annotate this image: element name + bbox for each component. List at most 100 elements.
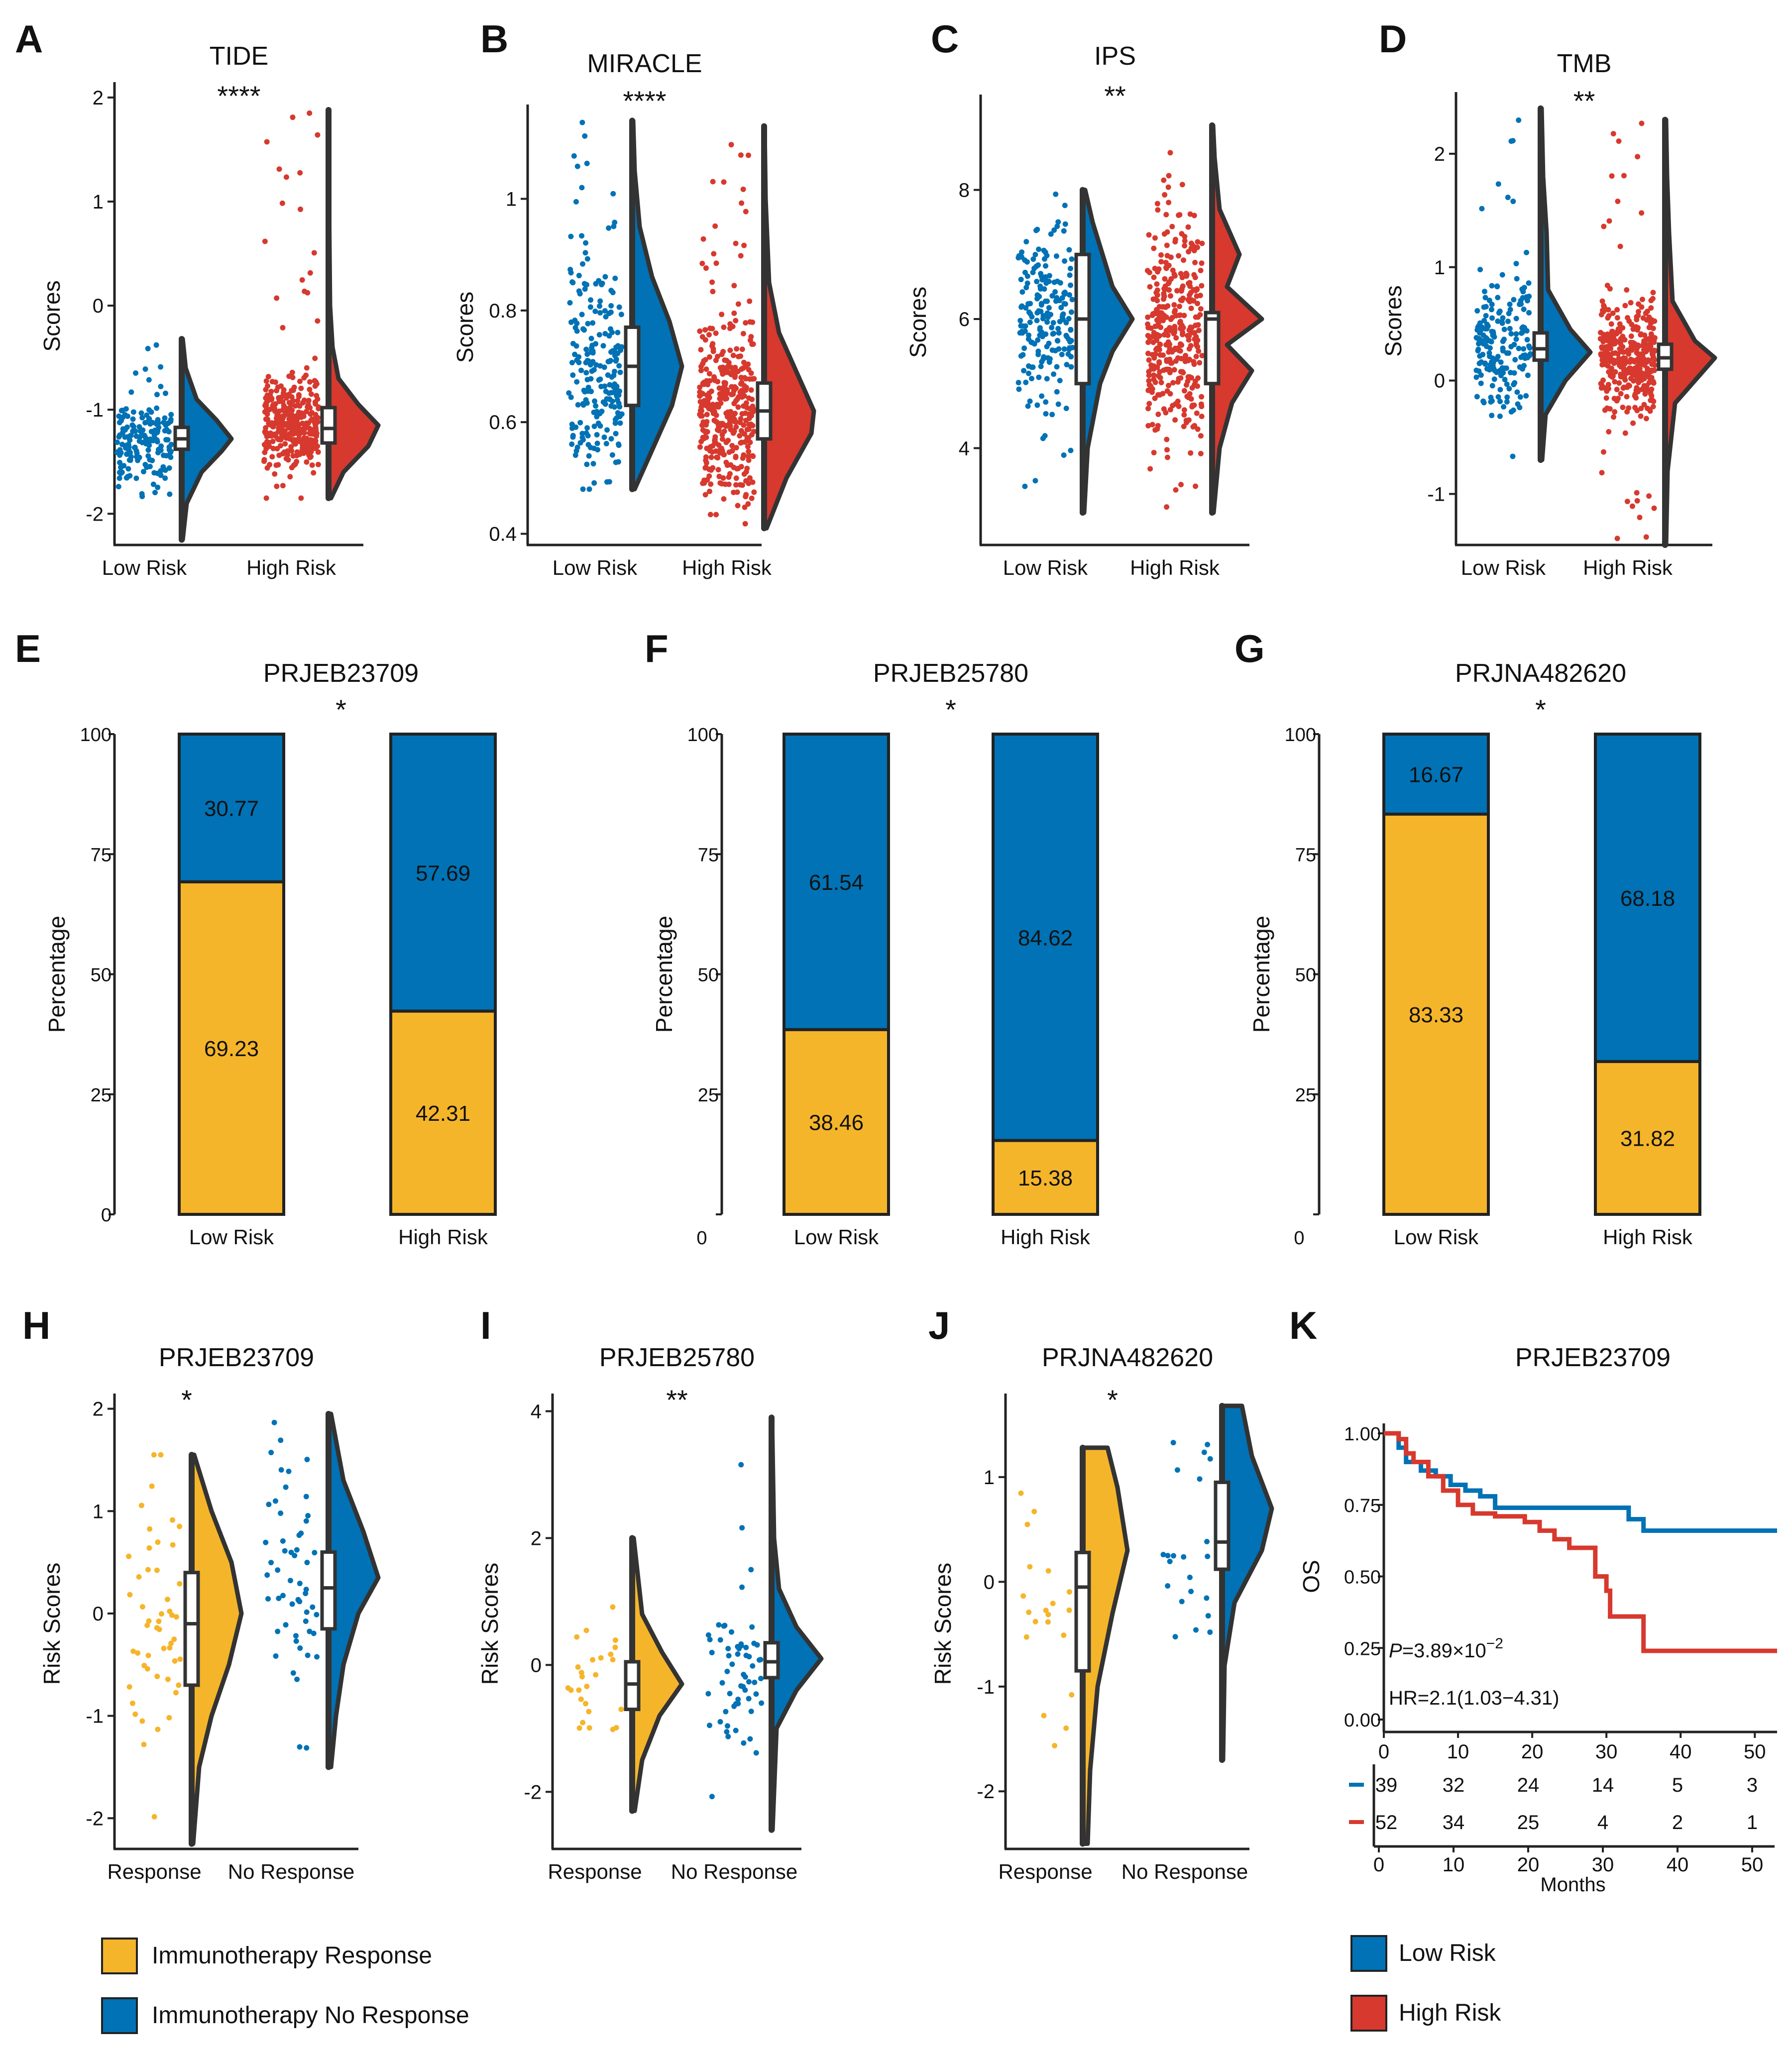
panel-c-point bbox=[1163, 259, 1169, 265]
panel-a-ytick-label: 2 bbox=[93, 87, 104, 109]
panel-h-point bbox=[127, 1592, 133, 1598]
panel-i-point bbox=[578, 1670, 584, 1676]
panel-a-point bbox=[288, 444, 294, 450]
panel-h-box bbox=[320, 1550, 337, 1631]
panel-b-point bbox=[572, 324, 578, 330]
panel-b-point bbox=[714, 454, 720, 460]
panel-d-point bbox=[1489, 302, 1495, 308]
panel-a-point bbox=[289, 448, 295, 454]
panel-d-violin bbox=[1538, 106, 1593, 462]
panel-i-point bbox=[725, 1646, 731, 1652]
panel-i-point bbox=[582, 1701, 588, 1707]
panel-g-xtick-label: Low Risk bbox=[1394, 1225, 1479, 1249]
panel-b-point bbox=[742, 521, 748, 527]
panel-k-risk-count: 5 bbox=[1672, 1774, 1683, 1796]
panel-d-point bbox=[1474, 308, 1480, 314]
panel-d-point bbox=[1512, 380, 1518, 386]
panel-c-point bbox=[1194, 383, 1200, 389]
panel-a-point bbox=[275, 384, 281, 390]
panel-a-point bbox=[158, 443, 164, 449]
panel-b-point bbox=[588, 335, 594, 341]
panel-a-point bbox=[278, 443, 284, 449]
legend-swatch bbox=[1350, 1995, 1387, 2032]
panel-a-point bbox=[263, 441, 269, 447]
panel-c-point bbox=[1030, 269, 1036, 275]
panel-h-point bbox=[294, 1676, 300, 1682]
panel-h-ytick-label: 0 bbox=[93, 1603, 104, 1625]
panel-c-point bbox=[1183, 382, 1189, 388]
panel-b-point bbox=[733, 318, 739, 324]
panel-f-ytick-label: 25 bbox=[698, 1085, 719, 1106]
panel-c-point bbox=[1179, 275, 1185, 281]
panel-d-point bbox=[1622, 430, 1628, 436]
panel-b-point bbox=[574, 444, 580, 450]
panel-b-point bbox=[725, 409, 731, 415]
panel-c-point bbox=[1165, 184, 1171, 190]
panel-c-point bbox=[1039, 333, 1045, 339]
panel-b-point bbox=[748, 334, 754, 340]
panel-d-point bbox=[1614, 307, 1620, 313]
panel-k-risk-count: 1 bbox=[1747, 1812, 1758, 1833]
panel-b-point bbox=[610, 191, 616, 197]
panel-d-point bbox=[1489, 315, 1495, 321]
panel-c-point bbox=[1044, 319, 1050, 325]
panel-b-point bbox=[739, 411, 745, 417]
panel-c-point bbox=[1036, 246, 1042, 252]
panel-i-point bbox=[735, 1651, 741, 1657]
panel-d-ytick-label: 0 bbox=[1434, 370, 1445, 392]
panel-b-point bbox=[603, 440, 609, 446]
panel-i-point bbox=[759, 1700, 765, 1706]
panel-c-point bbox=[1049, 324, 1055, 330]
panel-i-point bbox=[590, 1657, 596, 1663]
panel-b-point bbox=[733, 453, 739, 459]
panel-b-point bbox=[587, 304, 593, 310]
panel-b-point bbox=[711, 251, 717, 257]
panel-i-ytick-label: -2 bbox=[524, 1781, 542, 1803]
panel-c-point bbox=[1029, 376, 1035, 382]
panel-c-point bbox=[1156, 359, 1162, 365]
panel-c-point bbox=[1163, 212, 1169, 217]
panel-i-ytick-label: 4 bbox=[531, 1401, 542, 1422]
panel-c-point bbox=[1171, 367, 1177, 373]
panel-b-point bbox=[602, 383, 608, 389]
panel-d-point bbox=[1483, 335, 1489, 341]
panel-b-point bbox=[737, 420, 743, 426]
panel-b-point bbox=[721, 496, 727, 502]
panel-a-point bbox=[127, 437, 133, 443]
panel-a-point bbox=[122, 412, 128, 418]
panel-c-ylabel: Scores bbox=[905, 287, 931, 358]
panel-c-point bbox=[1184, 394, 1190, 400]
panel-a-point bbox=[267, 462, 273, 468]
panel-a-group-0 bbox=[114, 336, 234, 543]
panel-h-point bbox=[158, 1452, 164, 1458]
panel-d-point bbox=[1624, 409, 1630, 415]
panel-b-point bbox=[615, 441, 621, 447]
panel-a-ylabel: Scores bbox=[39, 280, 65, 351]
panel-i-point bbox=[751, 1640, 757, 1646]
panel-d-point bbox=[1510, 138, 1516, 144]
panel-a-point bbox=[273, 433, 279, 439]
panel-b-point bbox=[747, 298, 753, 304]
panel-i-point bbox=[575, 1664, 581, 1670]
panel-a-point bbox=[155, 420, 161, 426]
panel-b-point bbox=[735, 396, 741, 402]
panel-d-point bbox=[1641, 402, 1647, 408]
panel-c-point bbox=[1194, 286, 1200, 292]
panel-b-point bbox=[575, 402, 581, 408]
panel-a-point bbox=[311, 250, 317, 256]
panel-b-point bbox=[749, 341, 755, 347]
panel-j-significance: * bbox=[1107, 1384, 1118, 1415]
panel-h-y-axis: -2 -1 0 1 2 bbox=[86, 1394, 116, 1849]
panel-b-point bbox=[570, 340, 576, 346]
panel-b-point bbox=[605, 372, 611, 378]
panel-b-point bbox=[595, 420, 601, 426]
panel-d-point bbox=[1481, 289, 1487, 295]
panel-a-point bbox=[164, 427, 170, 433]
panel-b-point bbox=[615, 410, 621, 416]
panel-c-point bbox=[1186, 417, 1192, 423]
panel-a-point bbox=[143, 434, 149, 440]
panel-a-title: TIDE bbox=[210, 42, 268, 71]
panel-k-ytick-label: 0.25 bbox=[1344, 1638, 1381, 1659]
panel-i-point bbox=[612, 1637, 618, 1643]
panel-b-point bbox=[747, 439, 753, 445]
